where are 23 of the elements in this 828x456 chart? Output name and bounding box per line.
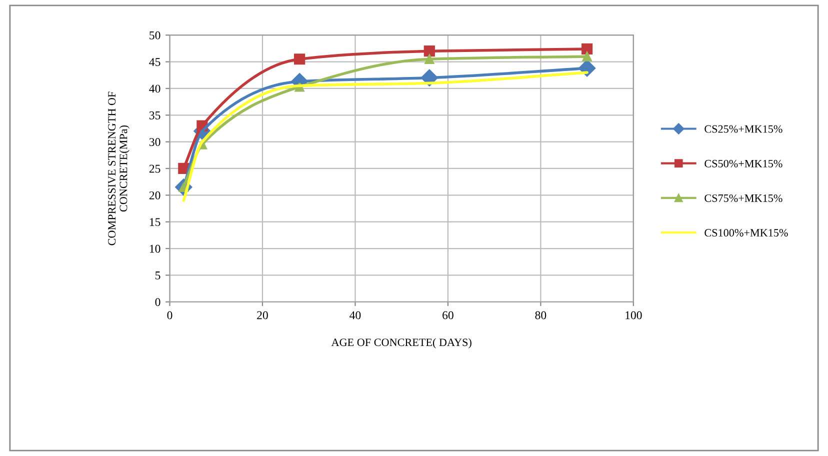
y-tick-label: 25: [149, 164, 160, 173]
y-tick-label: 0: [155, 298, 160, 306]
x-tick-label: 40: [350, 311, 361, 320]
x-axis-title: AGE OF CONCRETE( DAYS): [331, 338, 472, 348]
x-tick-label: 80: [535, 311, 546, 320]
y-axis-title: COMPRESSIVE STRENGTH OF CONCRETE(MPa): [108, 92, 130, 246]
legend-label: CS50%+MK15%: [704, 160, 782, 168]
y-tick-label: 15: [150, 218, 160, 226]
y-tick-label: 5: [155, 272, 160, 280]
y-tick-label: 30: [149, 138, 160, 146]
legend-label: CS25%+MK15%: [704, 125, 782, 133]
y-tick-label: 35: [149, 111, 160, 120]
legend-label: CS100%+MK15%: [704, 229, 788, 237]
x-tick-label: 100: [626, 311, 642, 320]
y-tick-label: 10: [150, 244, 160, 253]
y-tick-label: 50: [150, 31, 160, 40]
x-tick-label: 20: [257, 311, 268, 320]
y-tick-label: 40: [149, 84, 160, 93]
y-tick-label: 45: [149, 58, 160, 66]
legend-label: CS75%+MK15%: [704, 194, 782, 202]
x-tick-label: 60: [442, 311, 454, 320]
x-tick-label: 0: [167, 311, 172, 320]
y-tick-label: 20: [149, 191, 160, 200]
